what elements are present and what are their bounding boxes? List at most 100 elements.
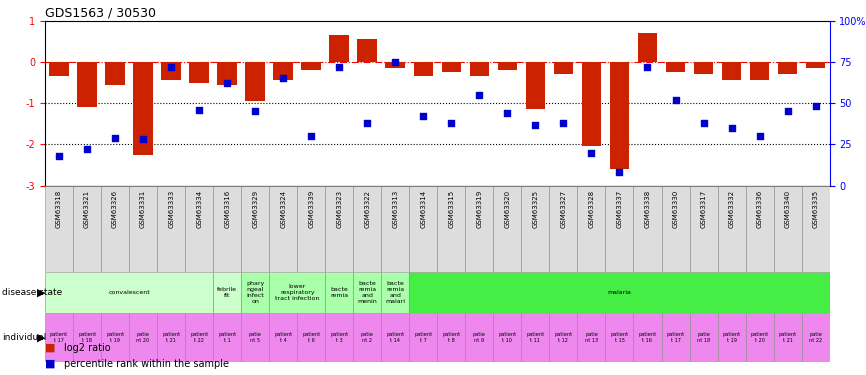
Point [249,108,262,114]
Bar [45,272,213,313]
Bar [437,313,465,362]
Text: patient
t 22: patient t 22 [190,332,208,343]
Bar [521,313,549,362]
Bar [185,186,213,272]
Text: GSM63333: GSM63333 [168,190,174,228]
Point [585,150,598,156]
Bar [498,62,517,70]
Bar [241,186,269,272]
Text: GSM63332: GSM63332 [728,190,734,228]
Bar [605,186,633,272]
Point [81,146,94,152]
Text: patient
t 6: patient t 6 [302,332,320,343]
Bar [353,186,381,272]
Text: ■: ■ [45,359,55,369]
Point [669,97,682,103]
Bar [746,186,773,272]
Text: ▶: ▶ [37,333,46,342]
Bar [718,186,746,272]
Bar [326,186,353,272]
Text: malaria: malaria [608,290,631,295]
Bar [662,313,689,362]
Text: bacte
remia: bacte remia [330,287,348,298]
Point [612,170,626,176]
Text: patient
t 17: patient t 17 [50,332,68,343]
Bar [274,62,293,81]
Bar [802,186,830,272]
Text: ▶: ▶ [37,288,46,297]
Text: GSM63327: GSM63327 [560,190,566,228]
Bar [129,313,157,362]
Text: GSM63329: GSM63329 [252,190,258,228]
Bar [582,62,601,147]
Bar [718,313,746,362]
Bar [161,62,181,81]
Point [304,133,318,139]
Text: patient
t 14: patient t 14 [386,332,404,343]
Point [136,136,150,142]
Bar [494,186,521,272]
Bar [578,313,605,362]
Text: patient
t 21: patient t 21 [162,332,180,343]
Point [417,113,430,119]
Bar [694,62,714,74]
Bar [269,272,326,313]
Point [108,135,122,141]
Bar [381,186,410,272]
Bar [45,186,73,272]
Text: GSM63321: GSM63321 [84,190,90,228]
Text: GSM63338: GSM63338 [644,190,650,228]
Text: GSM63314: GSM63314 [420,190,426,228]
Bar [73,186,101,272]
Text: patient
t 7: patient t 7 [414,332,432,343]
Text: GSM63319: GSM63319 [476,190,482,228]
Bar [465,313,494,362]
Bar [213,313,241,362]
Bar [778,62,798,74]
Bar [269,313,297,362]
Text: GSM63331: GSM63331 [140,190,146,228]
Point [557,120,571,126]
Bar [45,313,73,362]
Bar [637,33,657,62]
Point [192,107,206,113]
Text: individual: individual [2,333,46,342]
Bar [442,62,462,72]
Text: patie
nt 9: patie nt 9 [473,332,486,343]
Text: patient
t 19: patient t 19 [106,332,124,343]
Bar [633,186,662,272]
Text: GSM63335: GSM63335 [812,190,818,228]
Bar [353,313,381,362]
Point [780,108,794,114]
Bar [381,272,410,313]
Text: patie
nt 13: patie nt 13 [585,332,598,343]
Text: GSM63315: GSM63315 [449,190,455,228]
Bar [465,186,494,272]
Bar [721,62,741,81]
Text: patient
t 20: patient t 20 [751,332,769,343]
Text: GSM63325: GSM63325 [533,190,539,228]
Bar [213,272,241,313]
Bar [666,62,685,72]
Point [696,120,710,126]
Bar [213,186,241,272]
Text: patient
t 15: patient t 15 [611,332,629,343]
Text: GDS1563 / 30530: GDS1563 / 30530 [45,6,156,20]
Bar [269,186,297,272]
Bar [358,39,377,62]
Text: patient
t 3: patient t 3 [330,332,348,343]
Text: patient
t 1: patient t 1 [218,332,236,343]
Bar [494,313,521,362]
Text: GSM63326: GSM63326 [112,190,118,228]
Bar [301,62,321,70]
Bar [410,313,437,362]
Bar [549,313,578,362]
Bar [157,186,185,272]
Bar [385,62,405,68]
Text: GSM63328: GSM63328 [589,190,594,228]
Text: convalescent: convalescent [108,290,150,295]
Bar [437,186,465,272]
Bar [49,62,69,76]
Text: GSM63336: GSM63336 [757,190,763,228]
Bar [133,62,153,154]
